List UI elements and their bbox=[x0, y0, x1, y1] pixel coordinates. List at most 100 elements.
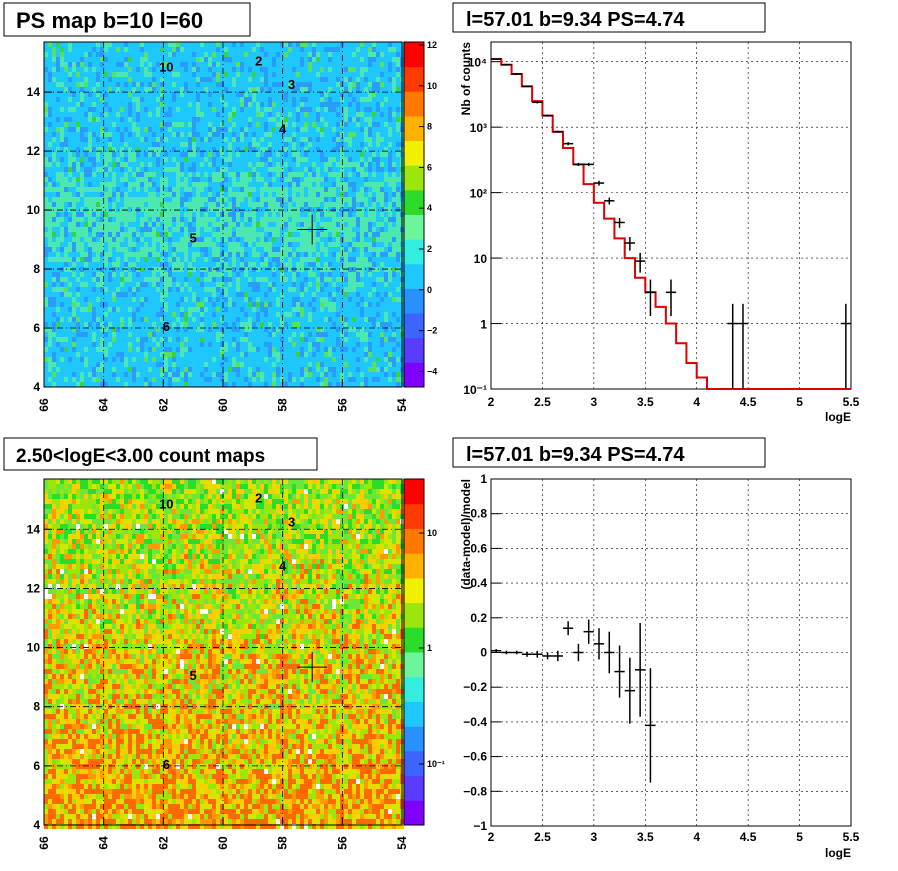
map-pixel bbox=[276, 232, 280, 237]
map-pixel bbox=[120, 172, 124, 177]
map-pixel bbox=[140, 112, 144, 117]
map-pixel bbox=[196, 212, 200, 217]
map-pixel bbox=[120, 57, 124, 62]
map-pixel bbox=[308, 147, 312, 152]
map-pixel bbox=[120, 312, 124, 317]
map-pixel bbox=[312, 162, 316, 167]
map-pixel bbox=[48, 112, 52, 117]
map-pixel bbox=[336, 312, 340, 317]
map-pixel bbox=[180, 187, 184, 192]
map-pixel bbox=[364, 117, 368, 122]
map-pixel bbox=[136, 292, 140, 297]
map-pixel bbox=[144, 317, 148, 322]
map-pixel bbox=[324, 102, 328, 107]
map-pixel bbox=[136, 132, 140, 137]
map-pixel bbox=[204, 142, 208, 147]
map-pixel bbox=[228, 182, 232, 187]
map-pixel bbox=[380, 202, 384, 207]
map-pixel bbox=[68, 102, 72, 107]
map-pixel bbox=[84, 147, 88, 152]
map-pixel bbox=[208, 177, 212, 182]
map-pixel bbox=[240, 147, 244, 152]
map-pixel bbox=[368, 252, 372, 257]
map-pixel bbox=[236, 282, 240, 287]
map-pixel bbox=[300, 277, 304, 282]
map-pixel bbox=[312, 57, 316, 62]
map-pixel bbox=[248, 267, 252, 272]
map-pixel bbox=[160, 162, 164, 167]
map-pixel bbox=[320, 307, 324, 312]
map-pixel bbox=[264, 52, 268, 57]
map-pixel bbox=[304, 192, 308, 197]
map-pixel bbox=[44, 82, 48, 87]
map-pixel bbox=[320, 257, 324, 262]
map-pixel bbox=[268, 137, 272, 142]
map-pixel bbox=[248, 202, 252, 207]
map-pixel bbox=[392, 192, 396, 197]
map-pixel bbox=[136, 177, 140, 182]
map-pixel bbox=[156, 87, 160, 92]
map-pixel bbox=[396, 277, 400, 282]
map-pixel bbox=[88, 222, 92, 227]
map-pixel bbox=[112, 197, 116, 202]
map-pixel bbox=[364, 267, 368, 272]
map-pixel bbox=[88, 312, 92, 317]
map-pixel bbox=[300, 272, 304, 277]
map-pixel bbox=[72, 197, 76, 202]
map-pixel bbox=[84, 222, 88, 227]
map-pixel bbox=[176, 262, 180, 267]
map-pixel bbox=[84, 267, 88, 272]
map-pixel bbox=[276, 102, 280, 107]
map-pixel bbox=[336, 52, 340, 57]
map-pixel bbox=[340, 272, 344, 277]
map-pixel bbox=[240, 252, 244, 257]
map-pixel bbox=[160, 47, 164, 52]
map-pixel bbox=[152, 317, 156, 322]
map-pixel bbox=[204, 92, 208, 97]
map-pixel bbox=[244, 272, 248, 277]
map-pixel bbox=[364, 217, 368, 222]
map-pixel bbox=[212, 222, 216, 227]
map-pixel bbox=[212, 157, 216, 162]
map-pixel bbox=[176, 217, 180, 222]
map-pixel bbox=[196, 122, 200, 127]
map-pixel bbox=[188, 77, 192, 82]
map-pixel bbox=[96, 237, 100, 242]
map-pixel bbox=[316, 42, 320, 47]
map-pixel bbox=[284, 267, 288, 272]
map-pixel bbox=[96, 132, 100, 137]
map-pixel bbox=[80, 167, 84, 172]
map-pixel bbox=[196, 47, 200, 52]
map-pixel bbox=[324, 207, 328, 212]
map-pixel bbox=[312, 312, 316, 317]
map-pixel bbox=[60, 187, 64, 192]
map-pixel bbox=[228, 227, 232, 232]
map-pixel bbox=[204, 227, 208, 232]
map-pixel bbox=[176, 97, 180, 102]
map-pixel bbox=[48, 222, 52, 227]
map-pixel bbox=[140, 102, 144, 107]
map-pixel bbox=[52, 212, 56, 217]
map-pixel bbox=[56, 117, 60, 122]
map-pixel bbox=[232, 277, 236, 282]
map-pixel bbox=[372, 252, 376, 257]
map-pixel bbox=[196, 57, 200, 62]
map-pixel bbox=[264, 62, 268, 67]
map-pixel bbox=[332, 252, 336, 257]
map-pixel bbox=[380, 72, 384, 77]
map-pixel bbox=[164, 297, 168, 302]
map-pixel bbox=[248, 287, 252, 292]
map-pixel bbox=[260, 62, 264, 67]
map-pixel bbox=[136, 172, 140, 177]
map-pixel bbox=[340, 52, 344, 57]
map-pixel bbox=[56, 217, 60, 222]
map-pixel bbox=[184, 217, 188, 222]
map-pixel bbox=[364, 252, 368, 257]
map-pixel bbox=[344, 197, 348, 202]
map-pixel bbox=[264, 302, 268, 307]
map-pixel bbox=[232, 312, 236, 317]
map-pixel bbox=[192, 267, 196, 272]
map-pixel bbox=[200, 107, 204, 112]
map-pixel bbox=[120, 197, 124, 202]
map-pixel bbox=[48, 172, 52, 177]
